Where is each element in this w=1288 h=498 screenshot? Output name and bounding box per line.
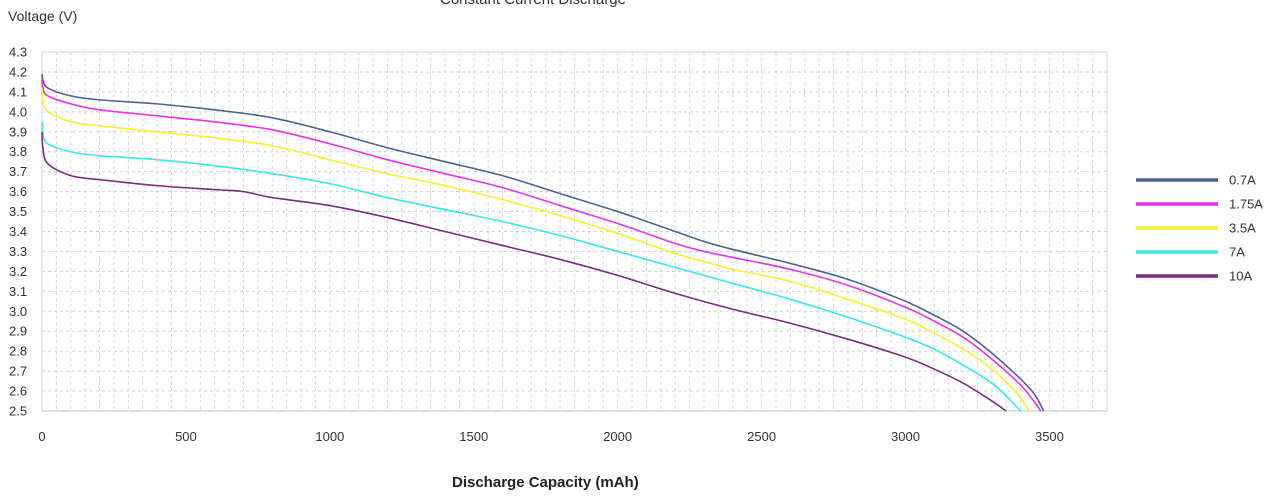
y-tick-label: 3.6 xyxy=(9,184,27,199)
y-tick-label: 3.2 xyxy=(9,264,27,279)
plot-area xyxy=(41,51,1108,412)
chart-series xyxy=(41,73,1045,412)
x-tick-label: 3500 xyxy=(1035,429,1064,444)
y-tick-label: 3.4 xyxy=(9,224,27,239)
x-tick-label: 2000 xyxy=(603,429,632,444)
x-tick-label: 1500 xyxy=(459,429,488,444)
y-tick-label: 3.0 xyxy=(9,304,27,319)
x-tick-label: 0 xyxy=(38,429,45,444)
y-tick-label: 4.3 xyxy=(9,45,27,60)
chart-legend[interactable]: 0.7A 1.75A 3.5A 7A 10A xyxy=(1136,173,1263,284)
x-tick-label: 3000 xyxy=(891,429,920,444)
y-tick-label: 4.2 xyxy=(9,64,27,79)
y-tick-label: 3.9 xyxy=(9,124,27,139)
legend-label: 7A xyxy=(1229,245,1245,260)
legend-label: 1.75A xyxy=(1229,197,1263,212)
series-line-0-7a xyxy=(41,73,1045,412)
legend-label: 3.5A xyxy=(1229,221,1256,236)
y-tick-label: 2.9 xyxy=(9,324,27,339)
y-tick-label: 2.5 xyxy=(9,404,27,419)
series-line-7a xyxy=(41,121,1022,412)
x-axis-ticks: 0 500 1000 1500 2000 2500 3000 3500 xyxy=(38,429,1064,444)
series-line-10a xyxy=(41,131,1007,412)
y-tick-label: 3.5 xyxy=(9,204,27,219)
y-tick-label: 4.0 xyxy=(9,104,27,119)
y-axis-label: Voltage (V) xyxy=(8,8,78,24)
legend-label: 0.7A xyxy=(1229,173,1256,188)
x-tick-label: 500 xyxy=(175,429,197,444)
x-tick-label: 2500 xyxy=(747,429,776,444)
chart-grid xyxy=(41,51,1108,412)
y-tick-label: 2.6 xyxy=(9,384,27,399)
series-line-1-75a xyxy=(41,77,1042,412)
y-axis-ticks: 4.3 4.2 4.1 4.0 3.9 3.8 3.7 3.6 3.5 3.4 3.3 3.2 3.1 3… xyxy=(9,45,27,419)
y-tick-label: 3.7 xyxy=(9,164,27,179)
chart-title: Constant Current Discharge xyxy=(440,0,626,8)
legend-label: 10A xyxy=(1229,269,1252,284)
y-tick-label: 2.8 xyxy=(9,344,27,359)
series-line-3-5a xyxy=(41,87,1030,412)
y-tick-label: 4.1 xyxy=(9,84,27,99)
x-tick-label: 1000 xyxy=(315,429,344,444)
x-axis-label: Discharge Capacity (mAh) xyxy=(452,474,639,491)
y-tick-label: 3.3 xyxy=(9,244,27,259)
y-tick-label: 3.8 xyxy=(9,144,27,159)
y-tick-label: 3.1 xyxy=(9,284,27,299)
y-tick-label: 2.7 xyxy=(9,364,27,379)
